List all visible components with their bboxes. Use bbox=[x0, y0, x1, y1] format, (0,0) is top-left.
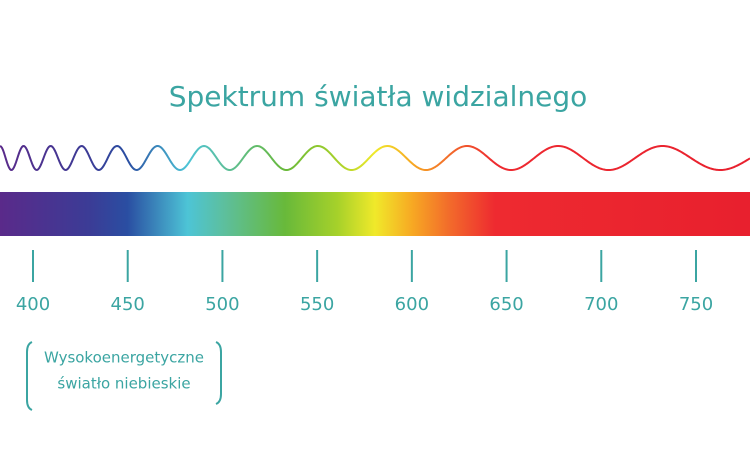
tick-label: 700 bbox=[584, 294, 618, 315]
tick-label: 750 bbox=[679, 294, 713, 315]
bracket-left bbox=[26, 341, 33, 411]
axis: 400 450 500 550 600 650 700 750 bbox=[16, 250, 713, 315]
wave bbox=[0, 144, 750, 172]
tick-label: 600 bbox=[395, 294, 429, 315]
title: Spektrum światła widzialnego bbox=[169, 80, 588, 113]
tick-label: 400 bbox=[16, 294, 50, 315]
bracket-right bbox=[215, 341, 222, 405]
tick-label: 650 bbox=[489, 294, 523, 315]
annotation-line: światło niebieskie bbox=[57, 375, 190, 393]
tick-label: 450 bbox=[111, 294, 145, 315]
tick-label: 500 bbox=[205, 294, 239, 315]
spectrum-bar bbox=[0, 192, 750, 236]
tick-label: 550 bbox=[300, 294, 334, 315]
annotation-line: Wysokoenergetyczne bbox=[44, 349, 204, 367]
